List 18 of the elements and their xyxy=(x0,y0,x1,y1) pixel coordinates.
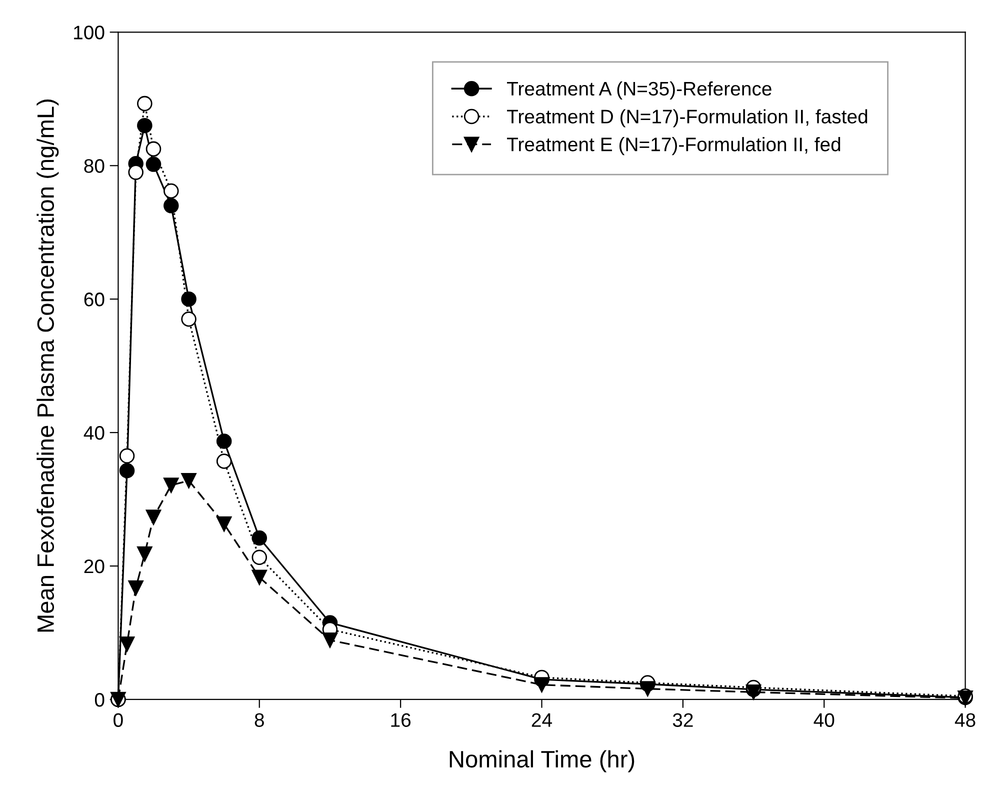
x-tick-label: 40 xyxy=(814,713,834,727)
y-tick-label: 60 xyxy=(84,292,104,306)
x-tick-label: 48 xyxy=(954,713,976,727)
y-tick-label: 20 xyxy=(84,559,104,574)
y-tick-label: 0 xyxy=(94,692,104,707)
x-tick-label: 32 xyxy=(672,713,693,727)
legend-label: Treatment D (N=17)-Formulation II, fasted xyxy=(507,109,868,128)
y-tick-label: 80 xyxy=(84,159,104,173)
x-tick-label: 8 xyxy=(254,713,264,727)
y-axis-title: Mean Fexofenadine Plasma Concentration (ng/mL) xyxy=(36,100,59,632)
x-tick-label: 0 xyxy=(114,713,123,727)
y-tick-label: 40 xyxy=(84,426,104,440)
x-tick-label: 24 xyxy=(532,713,552,727)
legend-label: Treatment A (N=35)-Reference xyxy=(507,81,772,100)
x-axis-title: Nominal Time (hr) xyxy=(450,750,634,772)
x-tick-label: 16 xyxy=(391,713,411,727)
y-tick-label: 100 xyxy=(74,26,104,40)
legend-label: Treatment E (N=17)-Formulation II, fed xyxy=(507,137,840,156)
